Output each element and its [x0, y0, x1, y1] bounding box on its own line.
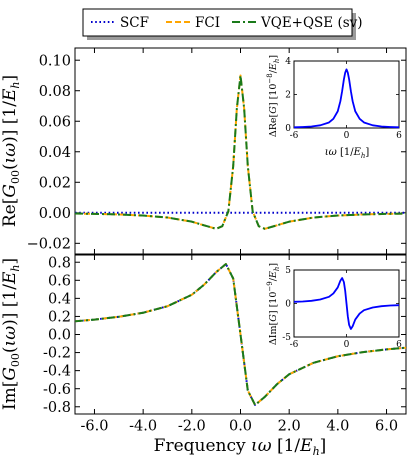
top-panel: −0.02 0.00 0.02 0.04 0.06 0.08 0.10 Re[G00(ιω)… [0, 47, 407, 255]
top-inset-ytick-label: 2 [285, 91, 291, 101]
top-series-2 [74, 74, 407, 230]
legend-label-1: FCI [195, 15, 220, 31]
bottom-xtick-label: -2.0 [178, 419, 206, 435]
bottom-ytick-label: -0.4 [43, 364, 71, 380]
bottom-ytick-label: -0.6 [43, 382, 71, 398]
top-inset-xtick-label: 0 [344, 131, 350, 141]
bottom-inset-ytick-label: -5 [282, 333, 291, 343]
top-inset-xtick-label: 6 [396, 131, 402, 141]
legend-label-2: VQE+QSE (sv) [260, 15, 363, 31]
bottom-inset-xtick-label: 0 [344, 340, 350, 350]
bottom-xtick-label: 4.0 [326, 419, 349, 435]
bottom-panel: -0.8 -0.6 -0.4 -0.2 0.0 0.2 0.4 0.6 0.8 -6.0 -4.0 -… [0, 254, 407, 458]
bottom-xtick-label: -6.0 [80, 419, 108, 435]
bottom-inset-ytick-label: 5 [285, 266, 291, 276]
top-inset-y-label: ΔRe[G] [10−8/Eh] [266, 55, 281, 137]
bottom-ytick-label: -0.2 [43, 346, 71, 362]
top-inset-frame [293, 60, 400, 129]
top-inset-ytick-label: 4 [285, 57, 291, 67]
bottom-series-2 [74, 263, 407, 406]
bottom-inset-ytick-label: 0 [285, 300, 291, 310]
top-inset-series-0 [293, 68, 400, 129]
bottom-inset-series-0 [293, 277, 400, 330]
bottom-x-axis-label: Frequency ιω [1/Eh] [154, 436, 327, 458]
bottom-inset-xtick-label: -6 [290, 340, 299, 350]
bottom-ytick-label: 0.0 [48, 328, 71, 344]
top-inset-xtick-label: -6 [290, 131, 299, 141]
top-ytick-label: 0.06 [39, 114, 71, 130]
bottom-inset: -5 0 5 -6 0 6 ΔIm[G] [10−9/Eh] [266, 263, 402, 350]
top-inset: 024-6 0 6 ΔRe[G] [10−8/Eh] ιω [1/Eh] [266, 55, 402, 160]
legend-label-0: SCF [120, 15, 149, 31]
bottom-y-axis-label: Im[G00(ιω)] [1/Eh] [0, 258, 22, 410]
bottom-inset-xtick-label: 6 [396, 340, 402, 350]
bottom-xtick-label: 0.0 [229, 419, 252, 435]
bottom-ytick-label: 0.6 [48, 273, 71, 289]
bottom-inset-y-label: ΔIm[G] [10−9/Eh] [266, 263, 281, 345]
top-ytick-label: 0.04 [39, 145, 71, 161]
bottom-xtick-label: 6.0 [375, 419, 398, 435]
top-ytick-label: −0.02 [27, 236, 71, 252]
top-ytick-label: 0.02 [39, 175, 71, 191]
bottom-ytick-label: -0.8 [43, 400, 71, 416]
bottom-ytick-label: 0.8 [48, 255, 71, 271]
bottom-xtick-label: 2.0 [278, 419, 301, 435]
top-y-axis-label: Re[G00(ιω)] [1/Eh] [0, 75, 22, 227]
top-ytick-label: 0.10 [39, 53, 71, 69]
bottom-ytick-label: 0.2 [48, 310, 71, 326]
bottom-xtick-label: -4.0 [129, 419, 157, 435]
bottom-ytick-label: 0.4 [48, 291, 71, 307]
legend: SCF FCI VQE+QSE (sv) [82, 8, 363, 40]
top-ytick-label: 0.00 [39, 206, 71, 222]
top-inset-ytick-label: 0 [285, 124, 291, 134]
top-inset-x-label: ιω [1/Eh] [325, 147, 370, 160]
top-ytick-label: 0.08 [39, 84, 71, 100]
legend-box [82, 8, 353, 37]
